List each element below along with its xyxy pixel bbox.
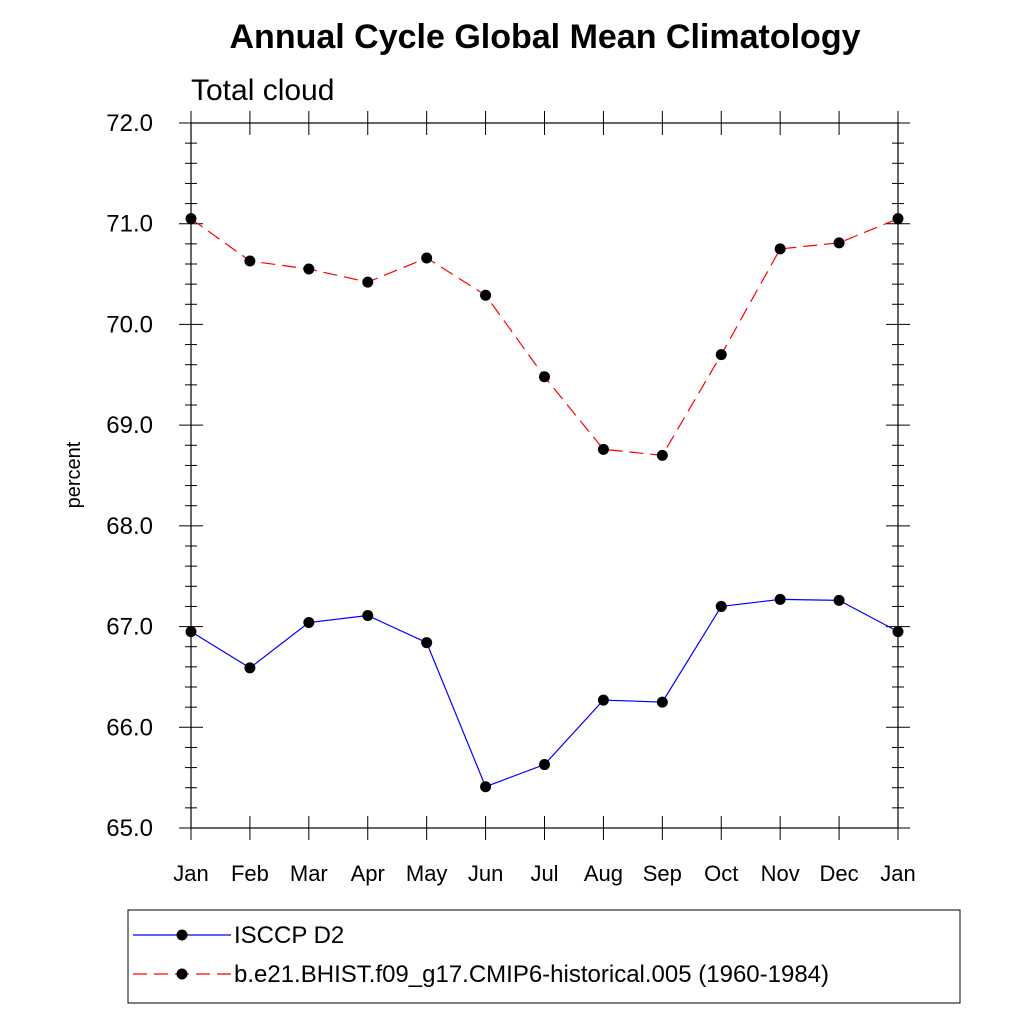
data-point [480, 781, 492, 793]
x-tick-label: Feb [231, 861, 269, 886]
x-tick-label: Mar [290, 861, 328, 886]
y-axis-label: percent [63, 441, 85, 508]
data-point [539, 371, 550, 383]
y-tick-label: 71.0 [106, 211, 153, 238]
data-point [656, 696, 668, 708]
x-tick-label: Aug [584, 861, 623, 886]
data-point [362, 276, 374, 288]
data-point [185, 213, 197, 225]
legend-label: ISCCP D2 [234, 922, 344, 949]
data-point [656, 449, 668, 461]
data-point [597, 694, 609, 706]
data-point [303, 263, 315, 275]
data-point [421, 637, 433, 649]
x-tick-label: Apr [351, 861, 385, 886]
legend-marker [176, 929, 188, 941]
data-point [774, 593, 786, 605]
data-point [362, 609, 374, 621]
data-point [892, 626, 904, 638]
plot-frame [190, 122, 899, 829]
y-tick-label: 65.0 [106, 815, 153, 842]
series-layer [185, 213, 904, 793]
y-tick-label: 68.0 [106, 513, 153, 540]
legend: ISCCP D2 b.e21.BHIST.f09_g17.CMIP6-histor… [133, 922, 829, 988]
chart-title: Annual Cycle Global Mean Climatology [230, 18, 861, 56]
chart-subtitle: Total cloud [191, 74, 334, 107]
legend-label: b.e21.BHIST.f09_g17.CMIP6-historical.005… [234, 961, 829, 988]
data-point [480, 289, 492, 301]
y-tick-label: 67.0 [106, 614, 153, 641]
y-tick-label: 72.0 [106, 110, 153, 137]
x-tick-label: Jun [468, 861, 503, 886]
data-point [597, 443, 609, 455]
axis-ticks [179, 111, 910, 840]
data-point [539, 759, 550, 771]
y-tick-label: 66.0 [106, 714, 153, 741]
x-tick-label: Jan [173, 861, 208, 886]
x-tick-label: May [406, 861, 448, 886]
data-point [892, 213, 904, 225]
data-point [303, 617, 315, 629]
x-tick-label: Oct [704, 861, 738, 886]
data-point [185, 626, 197, 638]
data-point [774, 243, 786, 255]
data-point [715, 349, 727, 361]
data-point [715, 600, 727, 612]
x-tick-label: Jul [530, 861, 558, 886]
y-tick-labels: 65.0 66.0 67.0 68.0 69.0 70.0 71.0 72.0 [106, 110, 153, 842]
y-tick-label: 69.0 [106, 412, 153, 439]
data-point [833, 237, 845, 249]
x-tick-label: Sep [643, 861, 682, 886]
x-tick-labels: Jan Feb Mar Apr May Jun Jul Aug Sep Oct Nov Dec Jan [173, 861, 915, 886]
data-point [244, 255, 256, 267]
legend-marker [176, 968, 188, 980]
x-tick-label: Dec [820, 861, 859, 886]
x-tick-label: Jan [880, 861, 915, 886]
y-tick-label: 70.0 [106, 311, 153, 338]
legend-box [127, 909, 961, 1004]
x-tick-label: Nov [761, 861, 800, 886]
data-point [421, 252, 433, 264]
series-line [190, 598, 899, 788]
data-point [833, 594, 845, 606]
data-point [244, 662, 256, 674]
series-line [190, 218, 899, 456]
